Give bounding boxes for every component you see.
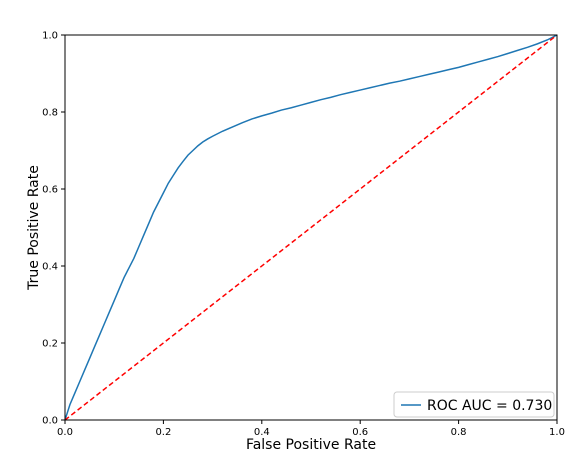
y-tick-label: 0.8 xyxy=(42,108,58,119)
axes: 0.0 0.2 0.4 0.6 0.8 1.0 0.0 0.2 0.4 0.6 0.8 1.0 xyxy=(42,31,565,439)
x-tick-label: 0.8 xyxy=(451,427,467,438)
y-tick-label: 0.6 xyxy=(42,185,58,196)
y-tick-label: 0.2 xyxy=(42,339,58,350)
x-axis-label: False Positive Rate xyxy=(246,437,376,453)
y-tick-label: 0.4 xyxy=(42,262,58,273)
roc-curve xyxy=(64,34,558,421)
x-tick-label: 1.0 xyxy=(549,427,565,438)
x-tick-label: 0.4 xyxy=(254,427,270,438)
plot-area xyxy=(64,34,558,421)
legend: ROC AUC = 0.730 xyxy=(393,391,555,418)
x-tick-label: 0.0 xyxy=(57,427,73,438)
diagonal-reference-line xyxy=(64,34,558,421)
legend-box xyxy=(393,391,555,418)
x-tick-label: 0.6 xyxy=(352,427,368,438)
legend-label: ROC AUC = 0.730 xyxy=(427,398,552,414)
y-tick-label: 1.0 xyxy=(42,31,58,42)
y-tick-label: 0.0 xyxy=(42,416,58,427)
axes-frame xyxy=(64,34,558,421)
y-axis-label: True Positive Rate xyxy=(26,165,42,291)
x-tick-label: 0.2 xyxy=(155,427,171,438)
